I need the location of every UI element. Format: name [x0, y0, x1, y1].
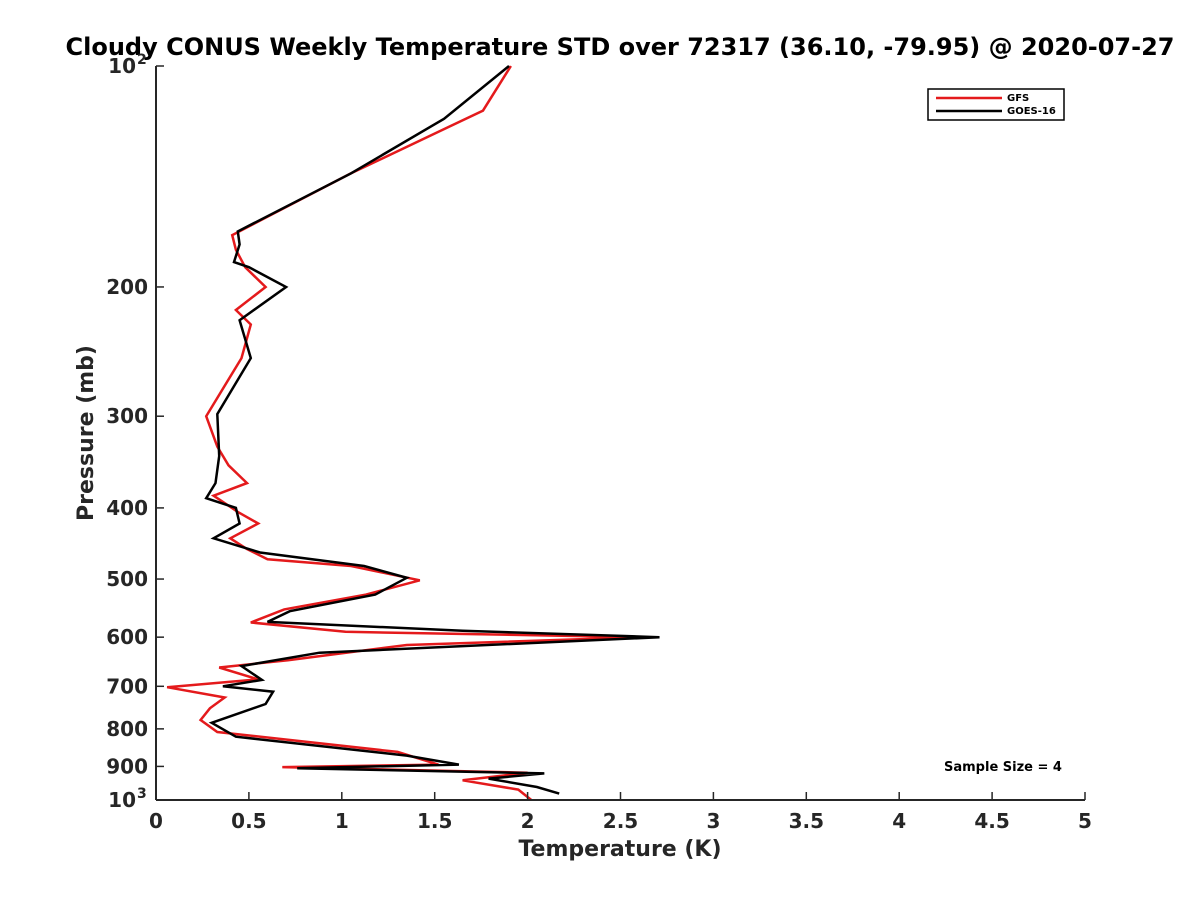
y-axis-label: Pressure (mb) — [74, 345, 99, 521]
y-tick-label: 900 — [106, 754, 148, 778]
y-tick-label: 800 — [106, 717, 148, 741]
legend-label-goes16: GOES-16 — [1007, 106, 1056, 117]
chart-title: Cloudy CONUS Weekly Temperature STD over… — [66, 33, 1175, 61]
y-tick-label: 700 — [106, 674, 148, 698]
legend-box — [927, 88, 1065, 121]
x-ticks: 0 0.5 1 1.5 2 2.5 3 3.5 4 4.5 5 — [149, 792, 1092, 833]
x-axis-label: Temperature (K) — [518, 837, 721, 862]
y-tick-label: 300 — [106, 404, 148, 428]
y-tick-label: 400 — [106, 496, 148, 520]
x-tick-label: 5 — [1078, 809, 1092, 833]
y-tick-label: 500 — [106, 567, 148, 591]
y-tick-label: 600 — [106, 625, 148, 649]
x-tick-label: 1 — [335, 809, 349, 833]
y-tick-label: 200 — [106, 275, 148, 299]
x-tick-label: 2.5 — [603, 809, 638, 833]
x-tick-label: 1.5 — [417, 809, 452, 833]
y-tick-label: 10 — [108, 54, 136, 78]
x-tick-label: 0.5 — [231, 809, 266, 833]
legend-label-gfs: GFS — [1007, 93, 1029, 104]
x-tick-label: 3 — [706, 809, 720, 833]
y-tick-exponent: 2 — [137, 52, 147, 68]
x-tick-label: 4 — [892, 809, 906, 833]
legend: GFS GOES-16 — [927, 88, 1065, 121]
x-tick-label: 3.5 — [789, 809, 824, 833]
y-tick-label: 10 — [108, 788, 136, 812]
series-line-gfs — [166, 65, 643, 801]
y-tick-exponent: 3 — [137, 786, 147, 802]
series-lines — [166, 65, 660, 801]
sample-size-annotation: Sample Size = 4 — [944, 760, 1062, 775]
x-tick-label: 4.5 — [974, 809, 1009, 833]
x-tick-label: 0 — [149, 809, 163, 833]
series-line-goes16 — [204, 65, 660, 795]
x-tick-label: 2 — [521, 809, 535, 833]
